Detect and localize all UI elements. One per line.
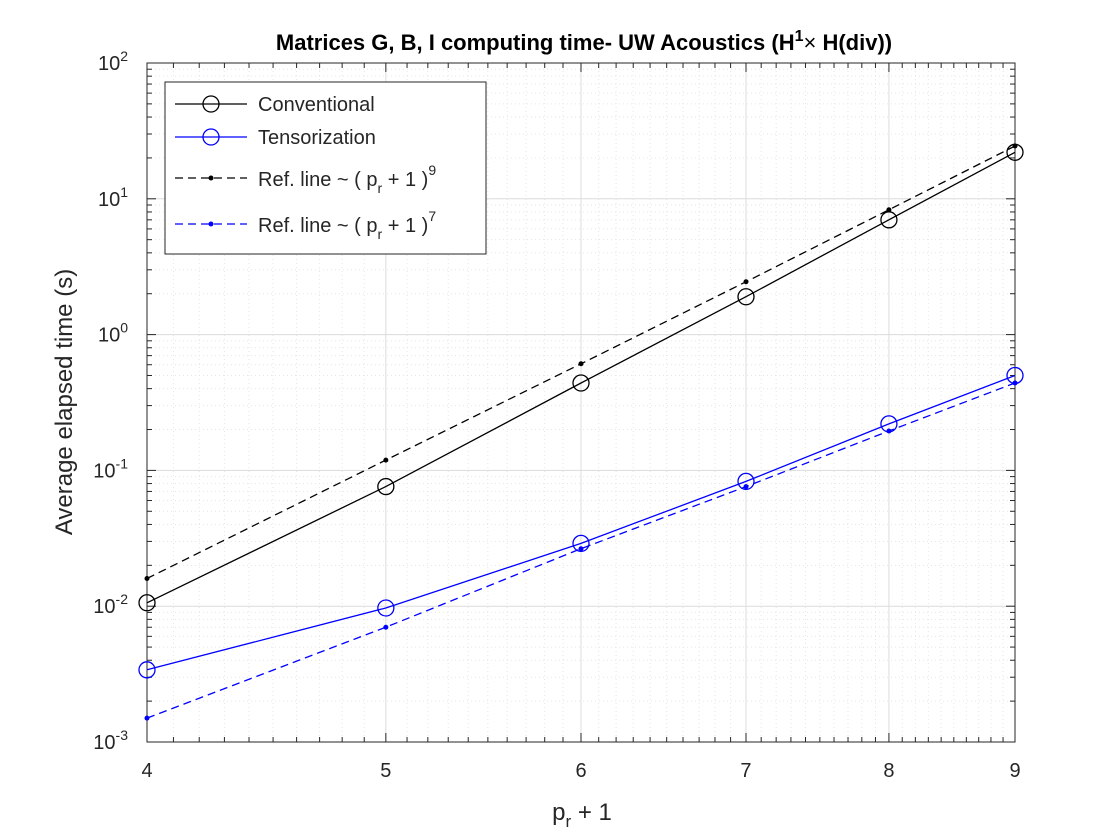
data-point-dot bbox=[578, 361, 584, 367]
legend-marker-sample bbox=[208, 221, 214, 227]
data-point-dot bbox=[578, 546, 584, 552]
data-point-dot bbox=[144, 715, 150, 721]
series-line-1 bbox=[146, 374, 1016, 671]
legend-label-ref-line-7: Ref. line ~ ( pr + 1 )7 bbox=[258, 208, 436, 242]
y-tick-label: 101 bbox=[98, 184, 128, 211]
series-layer bbox=[138, 143, 1024, 721]
data-point-marker bbox=[138, 661, 156, 679]
data-point-marker bbox=[138, 594, 156, 612]
data-point-marker bbox=[377, 477, 395, 496]
y-axis-label: Average elapsed time (s) bbox=[51, 269, 78, 535]
data-point-dot bbox=[383, 457, 389, 463]
data-point-dot bbox=[886, 428, 892, 434]
x-tick-label: 4 bbox=[141, 760, 152, 782]
data-point-dot bbox=[383, 624, 389, 630]
series-line-0 bbox=[146, 151, 1016, 604]
y-tick-label: 10-2 bbox=[93, 591, 128, 618]
y-tick-labels: 10-3 10-2 10-1 100 101 102 bbox=[93, 48, 128, 754]
legend-label-ref-line-9: Ref. line ~ ( pr + 1 )9 bbox=[258, 162, 436, 196]
data-point-marker bbox=[377, 599, 395, 617]
chart-title: Matrices G, B, I computing time- UW Acou… bbox=[276, 28, 892, 55]
data-point-dot bbox=[743, 279, 749, 285]
y-tick-label: 100 bbox=[98, 320, 128, 347]
x-tick-label: 9 bbox=[1009, 760, 1020, 782]
x-tick-labels: 4 5 6 7 8 9 bbox=[141, 760, 1020, 782]
series-line-2 bbox=[146, 145, 1016, 580]
legend-samples bbox=[175, 95, 247, 227]
legend-marker-sample bbox=[202, 95, 220, 113]
legend-label-conventional: Conventional bbox=[258, 94, 375, 116]
legend: Conventional Tensorization Ref. line ~ (… bbox=[164, 81, 487, 255]
legend-box bbox=[164, 81, 487, 255]
y-tick-label: 10-1 bbox=[93, 455, 128, 482]
data-point-marker bbox=[572, 374, 590, 392]
x-axis-label: pr + 1 bbox=[552, 799, 612, 831]
data-point-marker bbox=[737, 288, 755, 306]
data-point-dot bbox=[1012, 143, 1018, 149]
x-tick-label: 6 bbox=[575, 760, 586, 782]
x-tick-label: 7 bbox=[740, 760, 751, 782]
legend-label-tensorization: Tensorization bbox=[258, 127, 376, 149]
data-point-dot bbox=[886, 207, 892, 213]
data-point-marker bbox=[572, 534, 590, 553]
series-line-3 bbox=[146, 382, 1016, 719]
y-tick-label: 102 bbox=[98, 48, 128, 75]
legend-marker-sample bbox=[202, 128, 220, 146]
data-point-marker bbox=[737, 472, 755, 491]
data-point-dot bbox=[144, 575, 150, 581]
data-point-dot bbox=[1012, 380, 1018, 386]
x-tick-label: 5 bbox=[380, 760, 391, 782]
axis-ticks bbox=[146, 62, 1016, 743]
legend-marker-sample bbox=[208, 175, 214, 181]
data-point-dot bbox=[743, 484, 749, 490]
y-tick-label: 10-3 bbox=[93, 727, 128, 754]
x-tick-label: 8 bbox=[883, 760, 894, 782]
